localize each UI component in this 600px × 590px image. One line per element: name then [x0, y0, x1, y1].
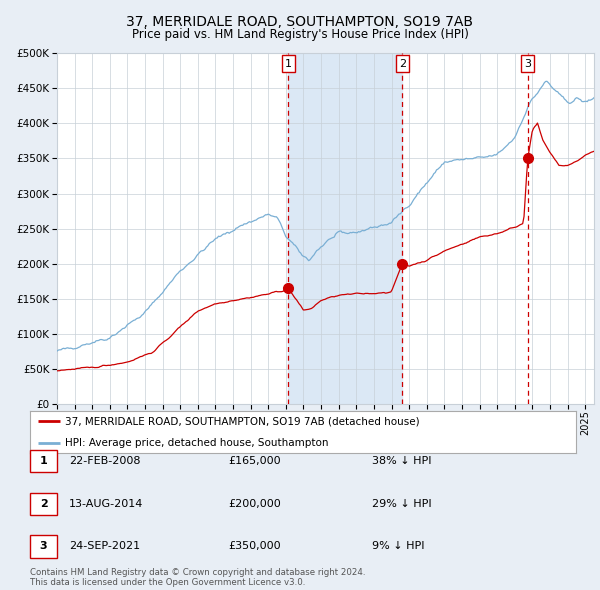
Text: 1: 1 [40, 456, 47, 466]
Text: 22-FEB-2008: 22-FEB-2008 [69, 456, 140, 466]
Text: 1: 1 [285, 58, 292, 68]
Text: 24-SEP-2021: 24-SEP-2021 [69, 542, 140, 551]
Text: 2: 2 [399, 58, 406, 68]
Text: £350,000: £350,000 [228, 542, 281, 551]
Text: 9% ↓ HPI: 9% ↓ HPI [372, 542, 425, 551]
Text: Price paid vs. HM Land Registry's House Price Index (HPI): Price paid vs. HM Land Registry's House … [131, 28, 469, 41]
Text: 13-AUG-2014: 13-AUG-2014 [69, 499, 143, 509]
Text: 3: 3 [524, 58, 531, 68]
Text: 2: 2 [40, 499, 47, 509]
Text: 3: 3 [40, 542, 47, 551]
Text: 29% ↓ HPI: 29% ↓ HPI [372, 499, 431, 509]
Text: Contains HM Land Registry data © Crown copyright and database right 2024.
This d: Contains HM Land Registry data © Crown c… [30, 568, 365, 587]
Text: 37, MERRIDALE ROAD, SOUTHAMPTON, SO19 7AB: 37, MERRIDALE ROAD, SOUTHAMPTON, SO19 7A… [127, 15, 473, 30]
Text: 38% ↓ HPI: 38% ↓ HPI [372, 456, 431, 466]
Text: £165,000: £165,000 [228, 456, 281, 466]
Text: 37, MERRIDALE ROAD, SOUTHAMPTON, SO19 7AB (detached house): 37, MERRIDALE ROAD, SOUTHAMPTON, SO19 7A… [65, 417, 420, 426]
Bar [289, 53, 403, 404]
Text: HPI: Average price, detached house, Southampton: HPI: Average price, detached house, Sout… [65, 438, 329, 447]
Text: £200,000: £200,000 [228, 499, 281, 509]
